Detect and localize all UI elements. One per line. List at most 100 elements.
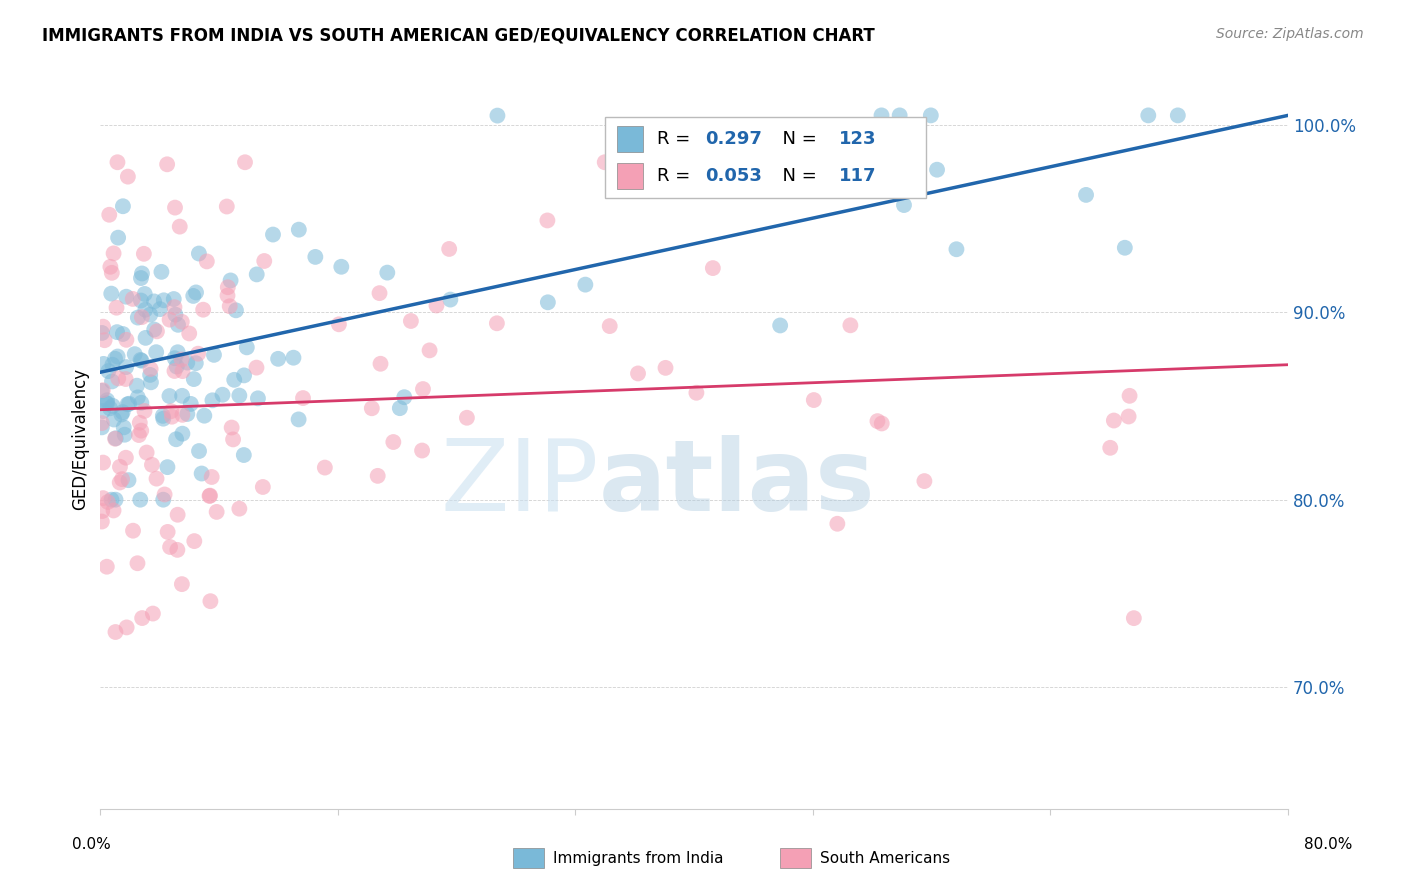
Point	[93, 333, 115, 347]
Point	[233, 368, 256, 383]
Point	[411, 443, 433, 458]
Point	[485, 316, 508, 330]
Point	[165, 308, 187, 322]
Point	[91, 491, 114, 505]
Text: Immigrants from India: Immigrants from India	[553, 851, 723, 865]
Point	[134, 302, 156, 317]
Point	[181, 289, 204, 303]
Text: 0.297: 0.297	[704, 130, 762, 148]
Text: ZIP: ZIP	[441, 434, 599, 532]
Point	[425, 298, 447, 312]
Point	[145, 472, 167, 486]
Point	[486, 109, 509, 123]
Point	[96, 559, 118, 574]
Point	[198, 489, 221, 503]
Point	[105, 325, 128, 339]
Point	[912, 474, 935, 488]
Point	[702, 261, 724, 276]
Point	[1099, 441, 1122, 455]
Point	[172, 408, 194, 422]
Text: R =: R =	[658, 167, 696, 185]
Point	[112, 420, 135, 434]
Point	[179, 326, 201, 341]
Point	[143, 294, 166, 309]
Point	[170, 315, 193, 329]
Point	[156, 524, 179, 539]
Point	[131, 353, 153, 368]
Point	[91, 456, 114, 470]
Point	[360, 401, 382, 416]
Point	[176, 407, 198, 421]
Point	[117, 473, 139, 487]
Point	[166, 508, 188, 522]
Point	[200, 594, 222, 608]
Point	[159, 389, 181, 403]
Point	[101, 399, 124, 413]
Point	[246, 392, 269, 406]
Point	[93, 357, 115, 371]
Point	[145, 345, 167, 359]
Bar	[780, 848, 811, 868]
Point	[184, 356, 207, 370]
Point	[124, 347, 146, 361]
Point	[122, 524, 145, 538]
Point	[222, 433, 245, 447]
Point	[252, 480, 274, 494]
Point	[111, 199, 134, 213]
Point	[246, 268, 269, 282]
Bar	[513, 848, 544, 868]
Point	[201, 393, 224, 408]
Point	[100, 492, 122, 507]
Point	[267, 351, 290, 366]
Point	[104, 351, 127, 366]
Point	[143, 322, 166, 336]
Point	[114, 427, 136, 442]
Point	[370, 357, 392, 371]
Point	[139, 376, 162, 390]
Point	[219, 273, 242, 287]
Point	[172, 389, 194, 403]
Point	[1074, 187, 1097, 202]
Point	[367, 468, 389, 483]
Point	[866, 414, 889, 428]
Point	[97, 495, 120, 509]
Point	[156, 157, 179, 171]
Point	[91, 319, 114, 334]
Point	[103, 503, 125, 517]
Point	[101, 358, 124, 372]
Point	[870, 108, 893, 122]
Point	[91, 383, 114, 397]
Text: 123: 123	[839, 130, 876, 148]
Text: 117: 117	[839, 167, 876, 185]
Point	[100, 286, 122, 301]
Point	[870, 417, 893, 431]
Point	[172, 364, 194, 378]
Point	[101, 266, 124, 280]
Point	[221, 420, 243, 434]
Point	[115, 290, 138, 304]
Point	[889, 108, 911, 122]
Point	[165, 432, 187, 446]
Point	[166, 345, 188, 359]
Point	[128, 416, 150, 430]
Point	[827, 516, 849, 531]
Point	[769, 318, 792, 333]
Text: 80.0%: 80.0%	[1305, 838, 1353, 852]
Point	[328, 318, 350, 332]
Point	[91, 326, 114, 340]
Point	[152, 293, 174, 308]
Point	[283, 351, 305, 365]
Point	[228, 501, 250, 516]
Point	[98, 401, 121, 416]
Point	[232, 448, 254, 462]
Point	[107, 371, 129, 385]
Text: 0.053: 0.053	[704, 167, 762, 185]
Point	[118, 397, 141, 411]
Point	[104, 625, 127, 640]
Point	[152, 411, 174, 425]
Point	[394, 390, 416, 404]
Point	[228, 388, 250, 402]
Point	[262, 227, 284, 242]
Text: N =: N =	[772, 130, 823, 148]
Point	[593, 155, 616, 169]
